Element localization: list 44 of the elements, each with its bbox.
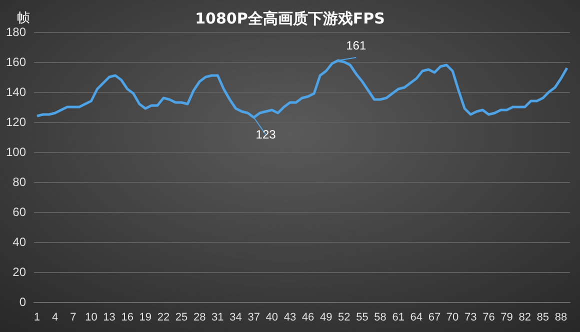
data-label: 123 — [256, 128, 276, 142]
x-tick-label: 4 — [52, 312, 58, 324]
y-tick-label: 40 — [12, 235, 26, 249]
x-tick-label: 70 — [446, 312, 459, 324]
x-tick-label: 64 — [410, 312, 423, 324]
x-tick-label: 61 — [392, 312, 404, 324]
y-tick-label: 60 — [12, 205, 26, 219]
x-tick-label: 37 — [248, 312, 260, 324]
x-tick-label: 73 — [464, 312, 477, 324]
y-tick-label: 180 — [6, 25, 26, 39]
y-tick-label: 120 — [6, 115, 26, 129]
x-tick-label: 58 — [374, 312, 386, 324]
data-label: 161 — [346, 38, 366, 52]
x-tick-label: 34 — [230, 312, 242, 324]
x-tick-label: 82 — [518, 312, 531, 324]
x-tick-label: 67 — [428, 312, 441, 324]
y-tick-label: 140 — [6, 85, 26, 99]
x-tick-label: 88 — [554, 312, 568, 324]
x-tick-label: 76 — [482, 312, 495, 324]
x-tick-label: 43 — [284, 312, 296, 324]
y-tick-label: 160 — [6, 55, 26, 69]
y-tick-label: 0 — [19, 295, 26, 309]
x-tick-label: 25 — [175, 312, 188, 324]
x-tick-label: 85 — [536, 312, 550, 324]
x-tick-label: 40 — [266, 312, 278, 324]
x-tick-label: 13 — [103, 312, 116, 324]
x-tick-label: 79 — [500, 312, 513, 324]
x-tick-label: 1 — [34, 312, 40, 324]
x-tick-label: 16 — [121, 312, 134, 324]
chart-title: 1080P全高画质下游戏FPS — [195, 10, 385, 28]
x-tick-label: 52 — [338, 312, 350, 324]
x-tick-label: 31 — [212, 312, 224, 324]
x-tick-label: 28 — [193, 312, 206, 324]
x-tick-label: 7 — [70, 312, 76, 324]
x-tick-label: 49 — [320, 312, 332, 324]
x-tick-label: 55 — [356, 312, 368, 324]
x-tick-label: 46 — [302, 312, 314, 324]
y-tick-label: 80 — [12, 175, 26, 189]
x-tick-label: 10 — [85, 312, 98, 324]
y-tick-label: 20 — [12, 265, 26, 279]
y-tick-label: 100 — [6, 145, 26, 159]
x-tick-label: 19 — [139, 312, 152, 324]
y-axis-title: 帧 — [17, 10, 30, 25]
x-tick-label: 22 — [157, 312, 170, 324]
